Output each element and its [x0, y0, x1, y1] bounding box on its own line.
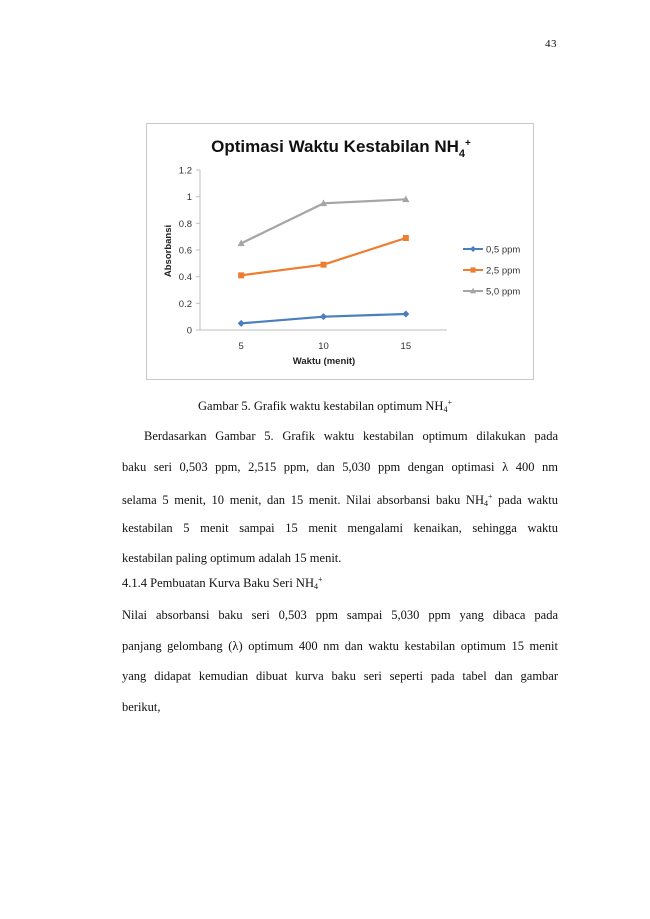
y-tick-label: 0.2 — [179, 299, 192, 310]
y-tick-label: 0.4 — [179, 272, 192, 283]
data-point — [319, 199, 328, 207]
chart-title-subscript: 4 — [459, 148, 466, 160]
figure-caption: Gambar 5. Grafik waktu kestabilan optimu… — [198, 398, 452, 414]
legend-marker — [470, 267, 476, 273]
paragraph-line: Nilai absorbansi baku seri 0,503 ppm sam… — [122, 608, 558, 622]
data-point — [402, 310, 410, 318]
y-tick-label: 0.6 — [179, 246, 192, 257]
x-tick-label: 15 — [401, 341, 412, 352]
y-tick-label: 1.2 — [179, 166, 192, 177]
legend-marker — [470, 246, 476, 252]
x-tick-label: 10 — [318, 341, 329, 352]
data-point — [237, 319, 245, 327]
legend-label: 5,0 ppm — [486, 287, 520, 298]
data-point — [320, 261, 327, 268]
caption-superscript: + — [447, 398, 452, 407]
y-tick-label: 0 — [187, 326, 192, 337]
chart-title-superscript: + — [465, 138, 471, 149]
page-number: 43 — [545, 38, 557, 50]
paragraph-line: yang didapat kemudian dibuat kurva baku … — [122, 669, 558, 684]
chart-figure: Optimasi Waktu Kestabilan NH4+ 0 0.2 0.4 0.… — [146, 123, 534, 380]
chart-title: Optimasi Waktu Kestabilan NH4+ — [211, 137, 471, 160]
paragraph-line: selama 5 menit, 10 menit, dan 15 menit. … — [122, 492, 558, 509]
paragraph-line: kestabilan 5 menit sampai 15 menit menga… — [122, 520, 558, 535]
series-line-1 — [241, 236, 407, 277]
legend-label: 2,5 ppm — [486, 266, 520, 277]
data-point — [320, 313, 327, 321]
y-tick-label: 1 — [187, 192, 192, 203]
plot-area: 0 0.2 0.4 0.6 0.8 1 1.2 5 10 15 0,5 ppm 2,5 ppm 5,0 … — [179, 166, 521, 353]
data-point — [238, 272, 245, 279]
paragraph-calibration: Nilai absorbansi baku seri 0,503 ppm sam… — [122, 600, 558, 722]
chart-svg: Optimasi Waktu Kestabilan NH4+ 0 0.2 0.4 0.… — [163, 137, 521, 367]
paragraph-line: baku seri 0,503 ppm, 2,515 ppm, dan 5,03… — [122, 459, 558, 474]
x-axis-label: Waktu (menit) — [293, 356, 355, 367]
x-tick-label: 5 — [239, 341, 244, 352]
data-point — [237, 239, 245, 247]
paragraph-line: berikut, — [122, 699, 161, 714]
y-tick-label: 0.8 — [179, 219, 192, 230]
section-heading: 4.1.4 Pembuatan Kurva Baku Seri NH4+ — [122, 575, 323, 591]
paragraph-line: Berdasarkan Gambar 5. Grafik waktu kesta… — [144, 429, 558, 443]
y-axis-label: Absorbansi — [163, 225, 174, 277]
paragraph-line: panjang gelombang (λ) optimum 400 nm dan… — [122, 638, 558, 653]
legend-label: 0,5 ppm — [486, 245, 520, 256]
data-point — [402, 235, 409, 241]
paragraph-discussion: Berdasarkan Gambar 5. Grafik waktu kesta… — [122, 421, 558, 574]
caption-subscript: 4 — [443, 405, 448, 414]
data-point — [402, 195, 410, 203]
legend-marker — [469, 287, 477, 294]
paragraph-line: kestabilan paling optimum adalah 15 meni… — [122, 551, 342, 566]
